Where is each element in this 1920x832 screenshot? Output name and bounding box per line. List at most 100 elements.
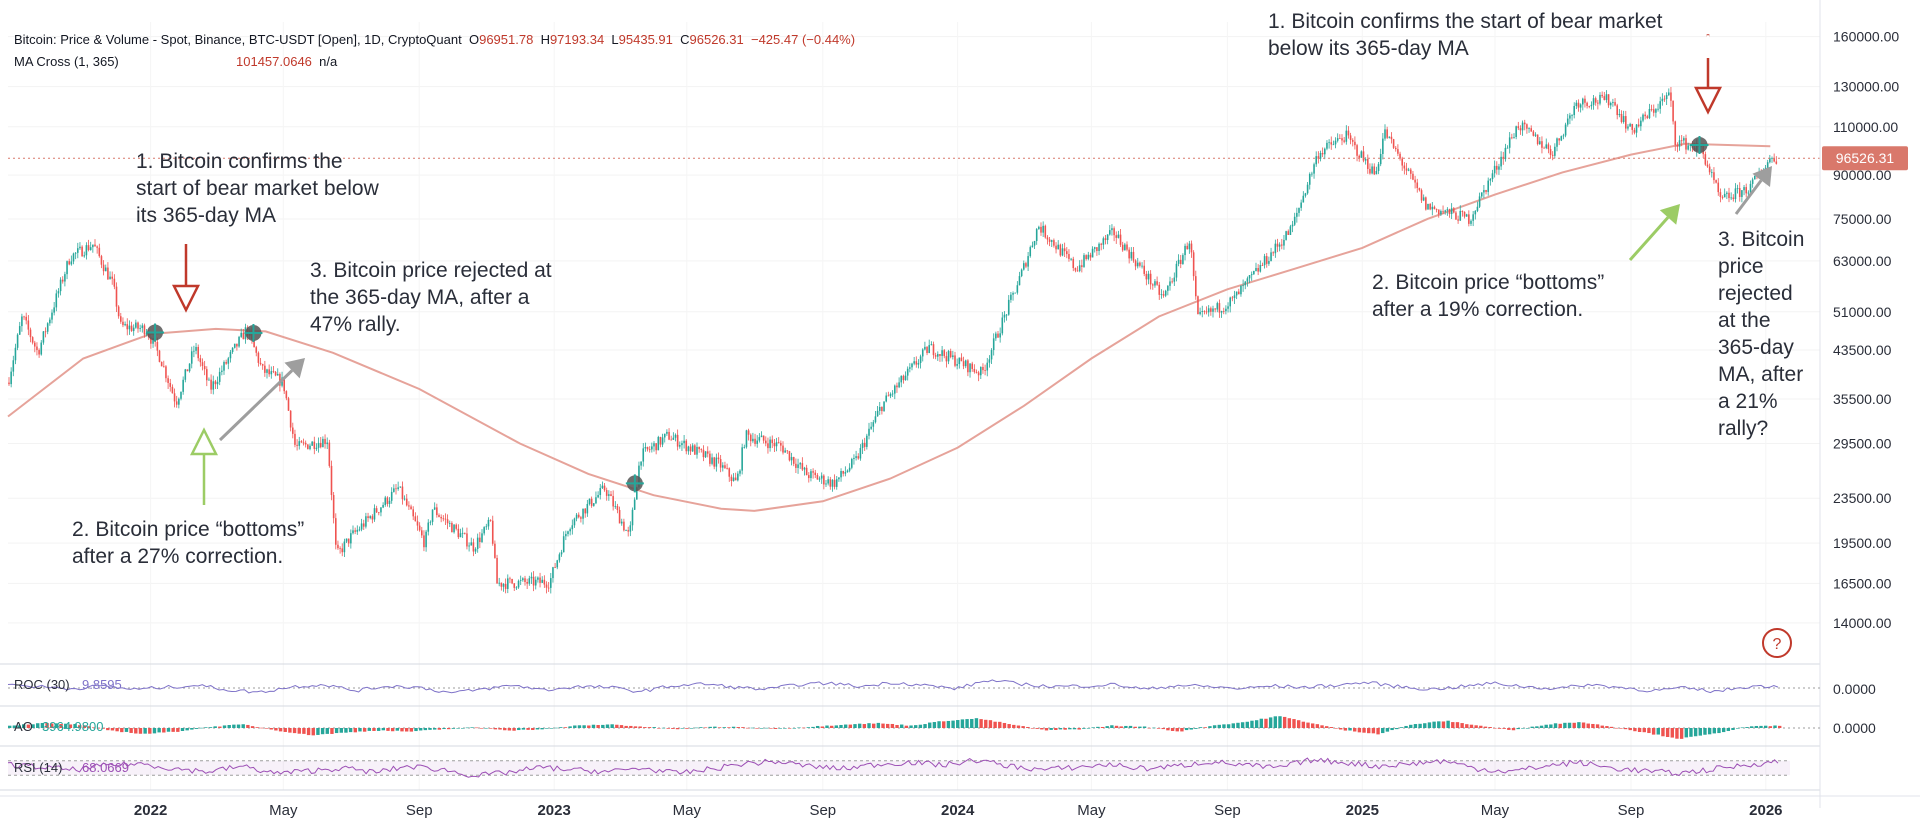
last-price-tag — [1822, 146, 1908, 171]
ao-bar-253 — [1189, 728, 1193, 730]
candle-body — [1070, 258, 1072, 260]
candle-515 — [1115, 231, 1118, 244]
ao-bar-169 — [797, 727, 801, 729]
candle-body — [335, 518, 337, 545]
candle-752 — [1625, 110, 1627, 133]
candle-0 — [8, 377, 10, 386]
candle-body — [397, 487, 399, 490]
marker-cross — [625, 474, 644, 493]
candle-body — [1225, 308, 1227, 312]
candle-750 — [1620, 110, 1623, 124]
ao-bar-300 — [1409, 724, 1413, 728]
candle-776 — [1676, 142, 1679, 153]
candle-753 — [1627, 124, 1629, 131]
candle-555 — [1201, 305, 1204, 318]
candle-553 — [1197, 295, 1199, 315]
ao-bar-166 — [783, 728, 787, 729]
candle-680 — [1470, 219, 1472, 227]
candle-body — [139, 328, 141, 329]
candle-125 — [276, 368, 279, 376]
candle-body — [1341, 138, 1343, 141]
candle-body — [969, 363, 971, 373]
candle-335 — [728, 467, 731, 482]
arrow-right-rejection — [1734, 166, 1772, 215]
candle-280 — [610, 491, 612, 497]
candle-729 — [1575, 100, 1578, 110]
candle-body — [666, 431, 668, 434]
y-tick-label-4: 75000.00 — [1833, 211, 1892, 227]
candle-body — [365, 516, 367, 527]
candle-body — [257, 352, 260, 363]
ao-bar-375 — [1759, 725, 1763, 728]
ohlc-open: 96951.78 — [479, 32, 534, 47]
candle-body — [760, 435, 763, 438]
ao-bar-26 — [129, 728, 133, 733]
ao-bar-58 — [278, 728, 283, 732]
ao-bar-344 — [1614, 727, 1618, 729]
ao-bar-310 — [1455, 722, 1460, 728]
candle-body — [749, 434, 752, 442]
candle-334 — [726, 463, 728, 470]
candle-338 — [734, 472, 737, 481]
candle-681 — [1472, 211, 1474, 227]
ao-bar-121 — [573, 725, 577, 728]
candle-body — [1721, 196, 1724, 198]
ao-bar-172 — [811, 726, 815, 728]
ao-bar-72 — [344, 728, 348, 733]
candle-body — [855, 456, 857, 458]
ao-bar-76 — [362, 728, 367, 732]
candle-body — [689, 446, 692, 452]
ao-bar-213 — [1002, 722, 1007, 728]
candle-body — [1734, 188, 1737, 200]
candle-body — [1102, 238, 1105, 245]
ao-bar-137 — [647, 727, 652, 728]
candle-196 — [429, 520, 432, 526]
candle-body — [1558, 138, 1560, 141]
candle-165 — [362, 519, 365, 530]
candle-body — [792, 457, 795, 464]
candle-33 — [79, 242, 81, 250]
candle-173 — [380, 506, 382, 517]
candle-body — [1405, 168, 1408, 171]
ao-bar-265 — [1245, 721, 1249, 728]
candle-308 — [670, 435, 672, 441]
candle-body — [874, 416, 877, 423]
ao-bar-211 — [993, 721, 997, 728]
candle-190 — [416, 515, 419, 531]
candle-738 — [1594, 96, 1597, 106]
candle-body — [1334, 140, 1337, 145]
ao-bar-74 — [353, 728, 357, 733]
help-icon[interactable]: ? — [1762, 628, 1792, 658]
candle-body — [1627, 126, 1629, 129]
ao-bar-323 — [1516, 728, 1520, 730]
candle-body — [1463, 211, 1466, 217]
ao-bar-288 — [1353, 728, 1357, 732]
candle-215 — [470, 537, 473, 546]
candle-34 — [81, 245, 83, 257]
candle-body — [889, 393, 892, 397]
last-price-line: 96526.31 — [8, 146, 1908, 171]
candle-327 — [711, 453, 713, 466]
candle-body — [988, 359, 991, 363]
y-tick-label-11: 19500.00 — [1833, 535, 1892, 551]
ao-bar-359 — [1684, 728, 1688, 738]
ao-bar-298 — [1399, 727, 1404, 728]
candle-779 — [1683, 136, 1685, 144]
candle-body — [206, 369, 208, 381]
candle-body — [38, 350, 40, 355]
candle-719 — [1554, 143, 1556, 159]
candle-body — [1371, 166, 1373, 174]
candle-body — [820, 475, 823, 479]
candle-405 — [878, 401, 881, 415]
candle-body — [937, 354, 939, 357]
candle-9 — [27, 315, 30, 336]
ao-bar-197 — [928, 722, 932, 728]
candle-body — [109, 276, 111, 280]
candle-body — [616, 506, 619, 511]
ao-bar-84 — [400, 728, 404, 732]
candle-body — [1388, 136, 1391, 138]
candle-14 — [38, 348, 40, 358]
ao-bar-269 — [1264, 718, 1268, 728]
candle-body — [1175, 263, 1178, 278]
x-tick-label-1: May — [269, 802, 298, 819]
